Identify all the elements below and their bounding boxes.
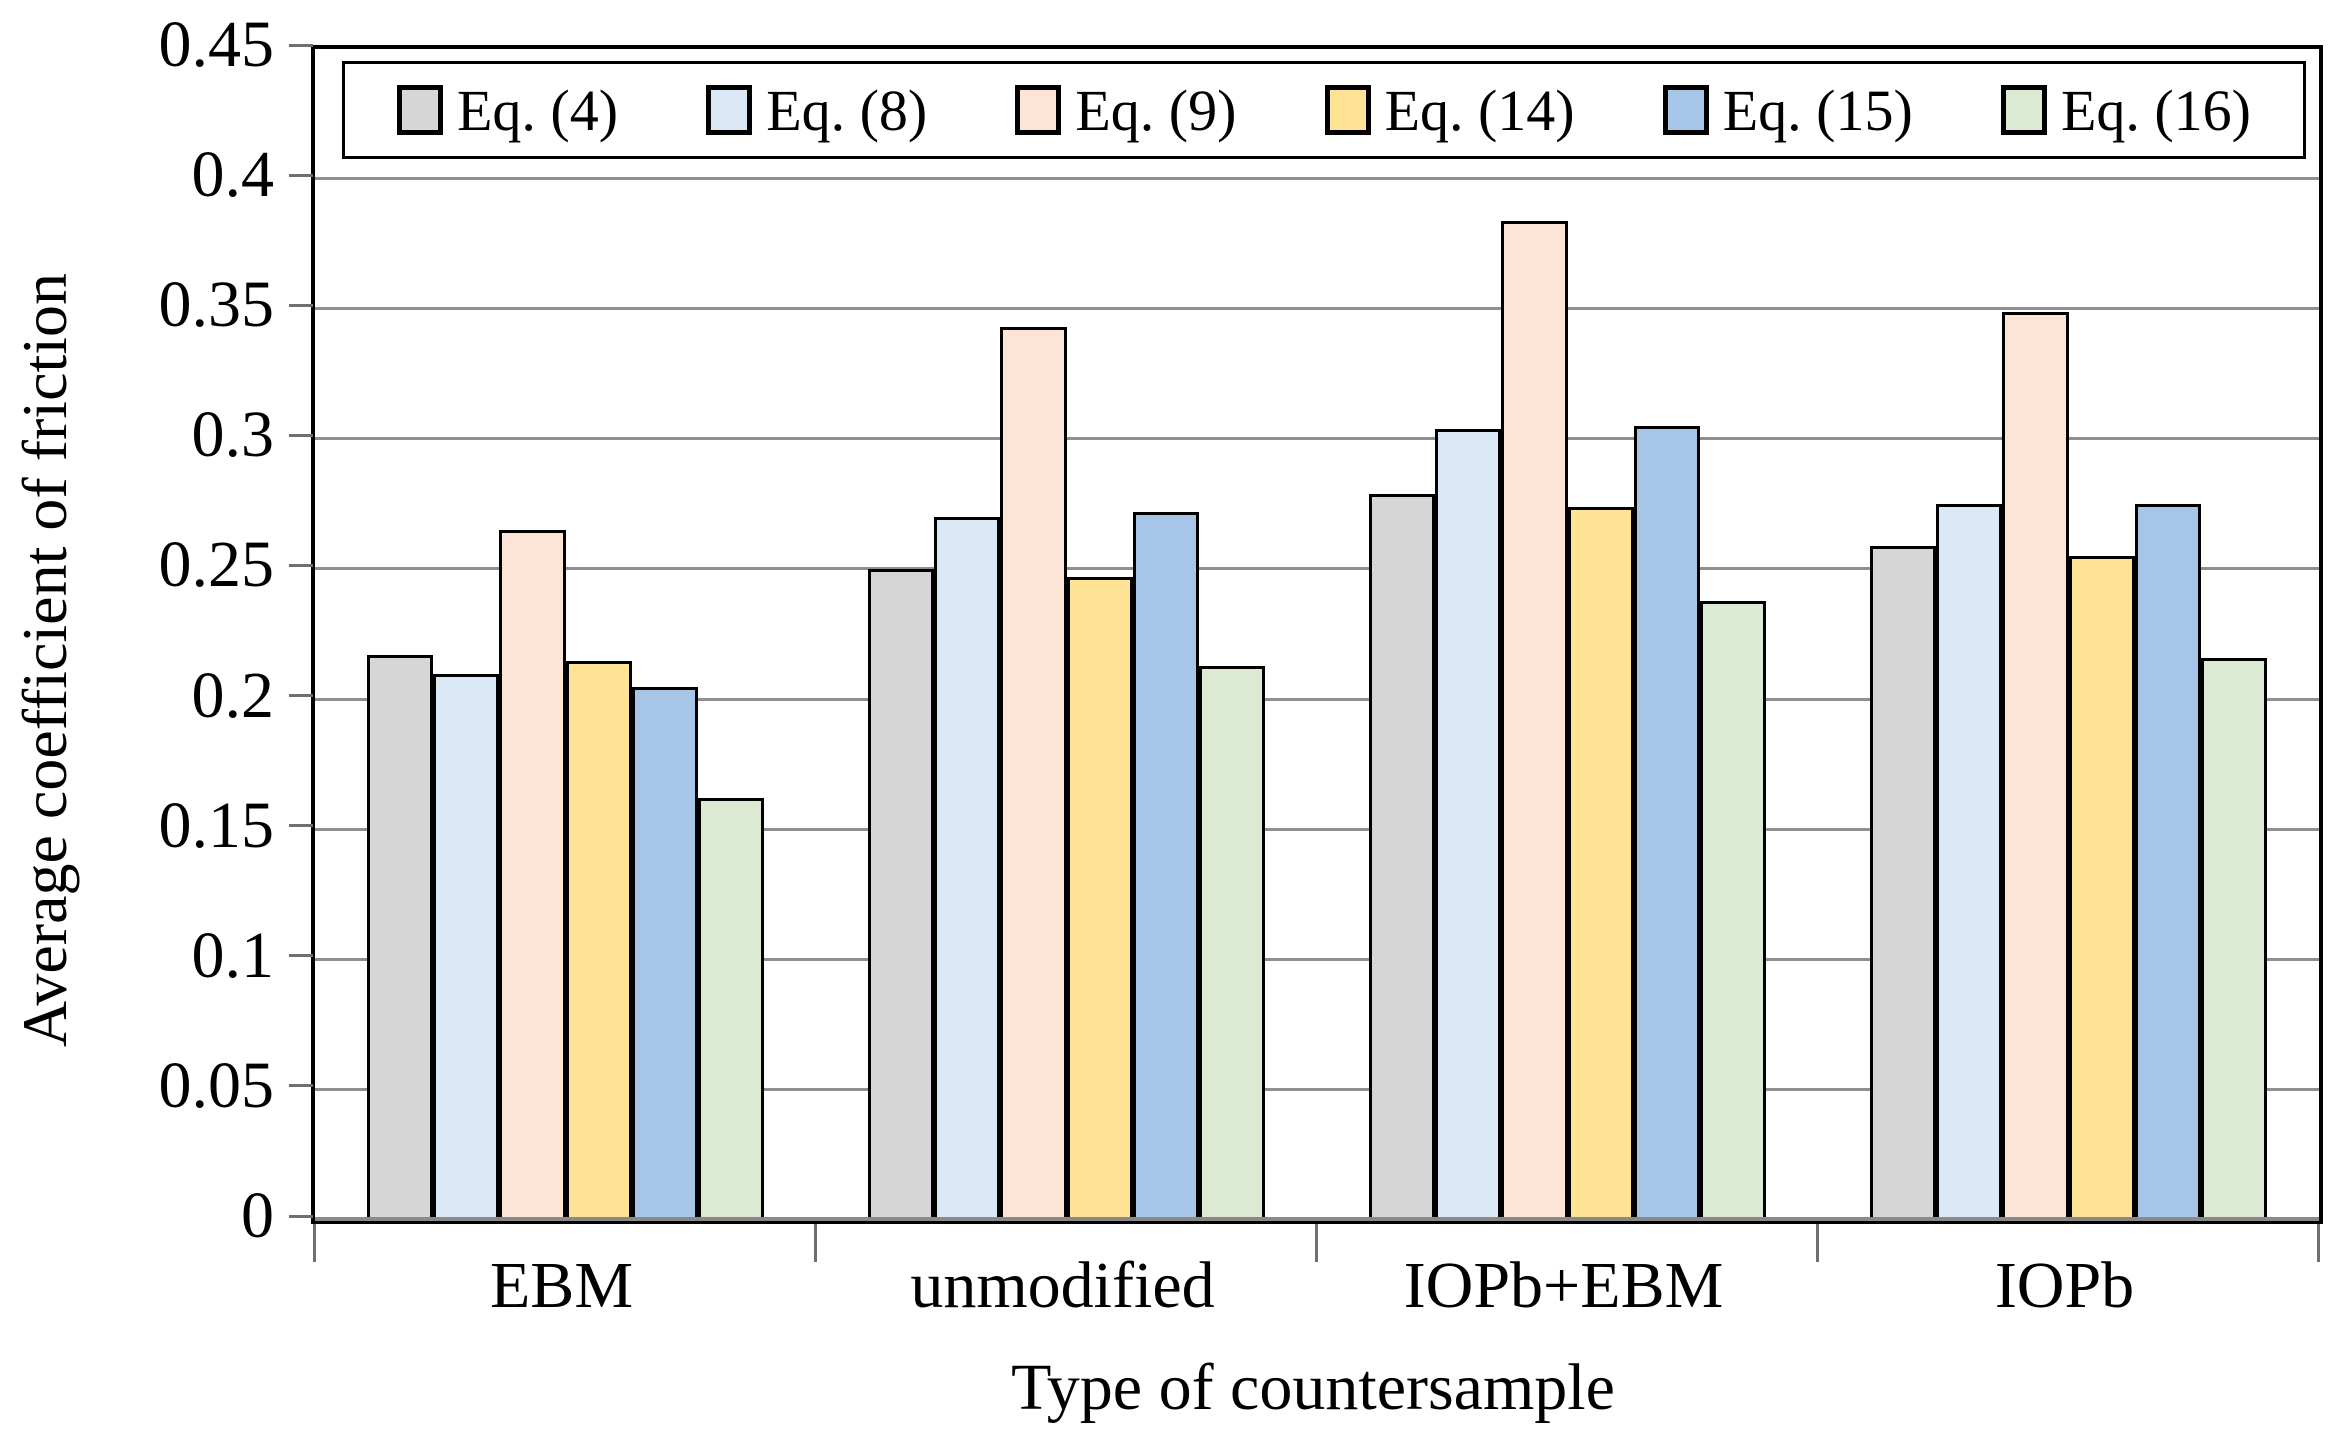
legend-label: Eq. (4)	[457, 77, 619, 143]
bar-14-IOPb+EBM	[1567, 507, 1634, 1220]
y-tick-mark	[289, 824, 313, 828]
bar-4-IOPb	[1870, 546, 1937, 1220]
y-tick-label-0: 0	[241, 1179, 274, 1252]
bar-16-IOPb+EBM	[1699, 600, 1766, 1220]
legend-label: Eq. (9)	[1075, 77, 1237, 143]
legend-item-14: Eq. (14)	[1324, 77, 1575, 144]
bar-8-EBM	[433, 673, 500, 1220]
bar-8-unmodified	[934, 517, 1001, 1220]
bar-9-EBM	[499, 530, 566, 1220]
legend-swatch-icon	[397, 85, 443, 135]
gridline	[315, 307, 2319, 311]
bar-15-EBM	[631, 686, 698, 1220]
bar-16-IOPb	[2200, 657, 2267, 1220]
bar-8-IOPb	[1936, 504, 2003, 1220]
bar-group-unmodified	[816, 49, 1317, 1220]
gridline	[315, 827, 2319, 831]
legend-label: Eq. (15)	[1722, 77, 1913, 143]
legend-swatch-icon	[1324, 85, 1371, 135]
legend-label: Eq. (8)	[766, 77, 928, 143]
legend-item-15: Eq. (15)	[1662, 77, 1913, 144]
bar-9-IOPb	[2002, 311, 2069, 1220]
y-tick-label-0.3: 0.3	[191, 398, 275, 472]
legend-swatch-icon	[2000, 85, 2047, 135]
x-tick-mark	[2317, 1224, 2320, 1262]
y-tick-mark	[289, 1214, 313, 1218]
legend-item-4: Eq. (4)	[397, 77, 618, 144]
y-tick-mark	[289, 563, 313, 567]
bar-group-EBM	[315, 49, 816, 1220]
gridline	[315, 697, 2319, 701]
gridline	[315, 1087, 2319, 1091]
x-axis-title: Type of countersample	[1011, 1351, 1615, 1424]
bar-16-EBM	[697, 798, 764, 1220]
x-tick-mark	[313, 1224, 316, 1262]
x-tick-mark	[1315, 1224, 1318, 1262]
bar-8-IOPb+EBM	[1435, 428, 1502, 1220]
legend-swatch-icon	[1662, 85, 1709, 135]
legend-item-8: Eq. (8)	[706, 77, 927, 144]
legend-label: Eq. (14)	[1384, 77, 1575, 143]
legend-item-9: Eq. (9)	[1015, 77, 1236, 144]
bar-14-unmodified	[1066, 577, 1133, 1220]
gridline	[315, 177, 2319, 181]
x-tick-label-EBM: EBM	[489, 1249, 634, 1322]
x-tick-label-IOPb+EBM: IOPb+EBM	[1403, 1249, 1724, 1322]
bar-14-EBM	[565, 660, 632, 1220]
y-tick-mark	[289, 43, 313, 47]
gridline	[315, 957, 2319, 961]
y-tick-mark	[289, 1084, 313, 1088]
x-tick-label-IOPb: IOPb	[1994, 1249, 2135, 1322]
y-tick-label-0.25: 0.25	[158, 528, 275, 602]
bar-4-EBM	[367, 655, 434, 1220]
legend-swatch-icon	[706, 85, 753, 135]
bar-group-IOPb+EBM	[1317, 49, 1818, 1220]
bar-9-unmodified	[1000, 327, 1067, 1220]
y-tick-mark	[289, 433, 313, 437]
bar-4-IOPb+EBM	[1369, 493, 1436, 1220]
y-tick-label-0.15: 0.15	[158, 788, 275, 862]
x-tick-label-unmodified: unmodified	[910, 1249, 1215, 1322]
y-tick-label-0.1: 0.1	[191, 918, 275, 992]
plot-area: Eq. (4) Eq. (8) Eq. (9) Eq. (14) Eq. (15) Eq.…	[311, 45, 2323, 1224]
y-tick-mark	[289, 173, 313, 177]
y-tick-label-0.45: 0.45	[158, 8, 275, 81]
x-axis-line	[315, 1217, 2319, 1221]
bar-16-unmodified	[1198, 665, 1265, 1220]
bar-14-IOPb	[2068, 556, 2135, 1220]
legend-item-16: Eq. (16)	[2000, 77, 2251, 144]
legend-swatch-icon	[1015, 85, 1062, 135]
y-tick-mark	[289, 954, 313, 958]
y-tick-label-0.35: 0.35	[158, 268, 275, 342]
bar-15-IOPb+EBM	[1633, 426, 1700, 1220]
gridline	[315, 567, 2319, 571]
x-tick-mark	[1816, 1224, 1819, 1262]
y-tick-label-0.2: 0.2	[191, 658, 275, 732]
bar-9-IOPb+EBM	[1501, 220, 1568, 1220]
y-tick-mark	[289, 694, 313, 698]
x-tick-mark	[814, 1224, 817, 1262]
bar-15-IOPb	[2134, 504, 2201, 1220]
y-tick-mark	[289, 303, 313, 307]
legend: Eq. (4) Eq. (8) Eq. (9) Eq. (14) Eq. (15) Eq.…	[342, 61, 2306, 159]
bar-group-IOPb	[1818, 49, 2319, 1220]
legend-label: Eq. (16)	[2060, 77, 2251, 143]
y-tick-label-0.4: 0.4	[191, 138, 275, 212]
bar-15-unmodified	[1132, 512, 1199, 1220]
y-tick-label-0.05: 0.05	[158, 1048, 275, 1122]
bar-4-unmodified	[868, 569, 935, 1220]
gridline	[315, 437, 2319, 441]
